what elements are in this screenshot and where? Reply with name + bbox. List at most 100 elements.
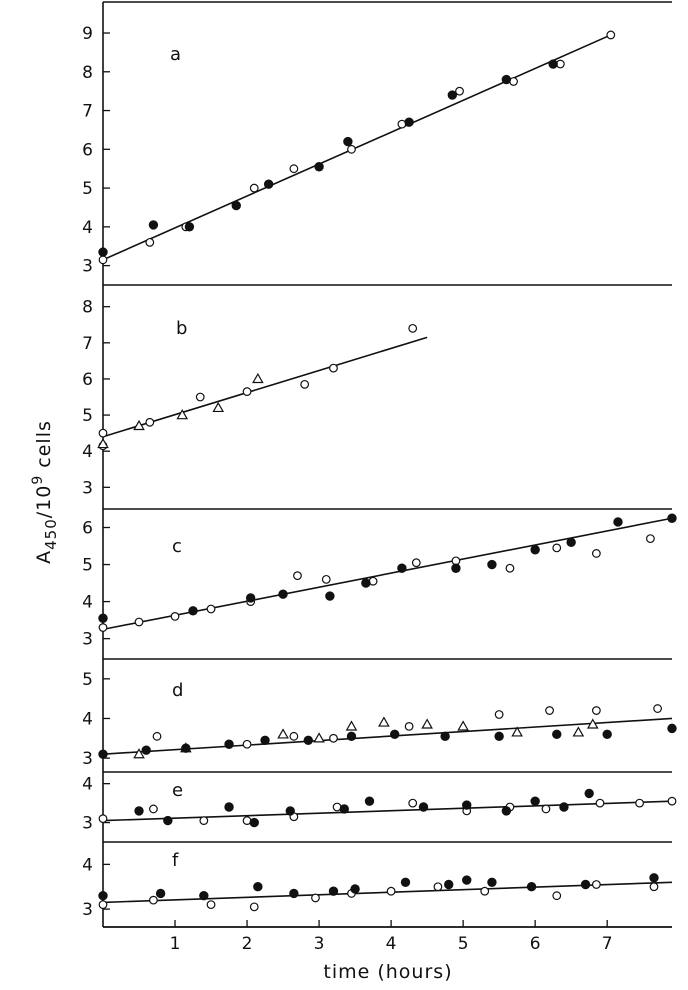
filled-circle-point (361, 578, 371, 588)
filled-circle-point (487, 559, 497, 570)
open-circle-point (242, 739, 252, 749)
open-circle-point (195, 392, 205, 402)
open-circle-point (152, 731, 162, 741)
x-tick-label: 5 (458, 934, 469, 954)
open-circle-point (98, 255, 108, 265)
open-triangle-point (421, 718, 433, 729)
y-tick-label: 5 (82, 556, 93, 576)
filled-circle-point (418, 802, 429, 812)
filled-circle-point (667, 513, 677, 523)
filled-circle-point (224, 739, 234, 749)
filled-circle-point (602, 729, 612, 740)
y-tick-label: 6 (82, 370, 93, 390)
open-circle-point (494, 710, 504, 719)
x-axis: 1 2 3 4 5 6 7 (103, 920, 672, 954)
filled-circle-point (141, 745, 151, 755)
open-triangle-point (511, 726, 523, 737)
filled-circle-point (501, 74, 512, 85)
fit-line (102, 336, 428, 438)
x-tick-label: 1 (170, 934, 181, 954)
panel-label: b (176, 318, 187, 339)
filled-circle-point (314, 162, 324, 172)
filled-circle-point (462, 800, 472, 810)
panel-a: 3 4 5 6 7 8 9 a (82, 1, 672, 286)
open-circle-point (249, 902, 259, 912)
open-circle-point (552, 891, 562, 901)
filled-circle-point (451, 563, 461, 573)
open-triangle-point (176, 409, 189, 420)
open-circle-point (649, 882, 659, 892)
open-circle-point (242, 387, 252, 396)
y-tick-label: 5 (82, 406, 93, 426)
filled-circle-point (184, 222, 195, 232)
open-circle-point (591, 549, 601, 558)
open-circle-point (145, 417, 155, 427)
panels-layer: 3 4 5 6 7 8 9 a 3 4 5 6 7 8 b 3 4 5 6 c 3 4 5 d 3 4 e 3 4 f (82, 1, 677, 928)
open-circle-point (386, 886, 396, 896)
panel-label: d (172, 680, 183, 701)
y-axis-title-main: A (33, 550, 55, 564)
filled-circle-point (548, 59, 558, 69)
filled-circle-point (400, 877, 411, 887)
filled-circle-point (231, 200, 241, 211)
y-tick-label: 8 (82, 63, 93, 83)
filled-circle-point (328, 886, 339, 896)
panel-d: 3 4 5 d (82, 659, 677, 773)
y-tick-label: 4 (82, 775, 93, 795)
y-tick-label: 4 (82, 709, 93, 729)
filled-circle-point (447, 90, 458, 100)
open-circle-point (404, 722, 414, 731)
open-circle-point (451, 556, 461, 566)
open-triangle-point (133, 419, 145, 431)
open-circle-point (653, 704, 662, 713)
filled-circle-point (404, 117, 414, 127)
y-tick-label: 5 (82, 179, 93, 199)
open-triangle-point (212, 401, 225, 413)
open-circle-point (98, 814, 108, 824)
open-circle-point (408, 323, 418, 333)
filled-circle-point (285, 806, 295, 816)
open-circle-point (98, 900, 108, 910)
open-circle-point (206, 900, 216, 910)
open-triangle-point (378, 716, 390, 727)
y-tick-label: 3 (82, 630, 93, 650)
open-circle-point (552, 543, 562, 553)
open-triangle-point (586, 718, 599, 729)
filled-circle-point (98, 890, 108, 901)
y-tick-label: 3 (82, 814, 93, 834)
y-tick-label: 4 (82, 855, 93, 875)
open-circle-point (321, 574, 331, 584)
open-triangle-point (572, 726, 585, 737)
y-axis-title-sup: 9 (30, 475, 46, 485)
filled-circle-point (397, 563, 407, 573)
open-circle-point (293, 571, 302, 581)
open-circle-point (289, 731, 299, 741)
open-circle-point (545, 706, 554, 715)
open-circle-point (645, 534, 655, 544)
filled-circle-point (98, 247, 108, 257)
open-circle-point (480, 886, 490, 896)
y-tick-label: 7 (82, 334, 93, 354)
open-circle-point (300, 379, 310, 389)
open-circle-point (329, 363, 338, 373)
y-tick-label: 8 (82, 298, 93, 318)
filled-circle-point (559, 802, 569, 812)
filled-circle-point (303, 735, 313, 745)
open-circle-point (145, 237, 155, 247)
y-axis-title-mid: /10 (33, 485, 55, 519)
open-circle-point (98, 623, 108, 632)
open-circle-point (591, 706, 601, 715)
panel-label: a (170, 44, 181, 65)
y-tick-label: 9 (82, 24, 93, 44)
open-circle-point (289, 164, 299, 174)
filled-circle-point (245, 593, 256, 603)
filled-circle-point (364, 796, 375, 806)
y-tick-label: 5 (82, 670, 93, 690)
filled-circle-point (613, 517, 623, 527)
open-circle-point (199, 816, 209, 826)
filled-circle-point (181, 743, 191, 753)
filled-circle-point (148, 220, 159, 230)
filled-circle-point (346, 731, 357, 742)
panel-f: 3 4 f (82, 842, 673, 928)
